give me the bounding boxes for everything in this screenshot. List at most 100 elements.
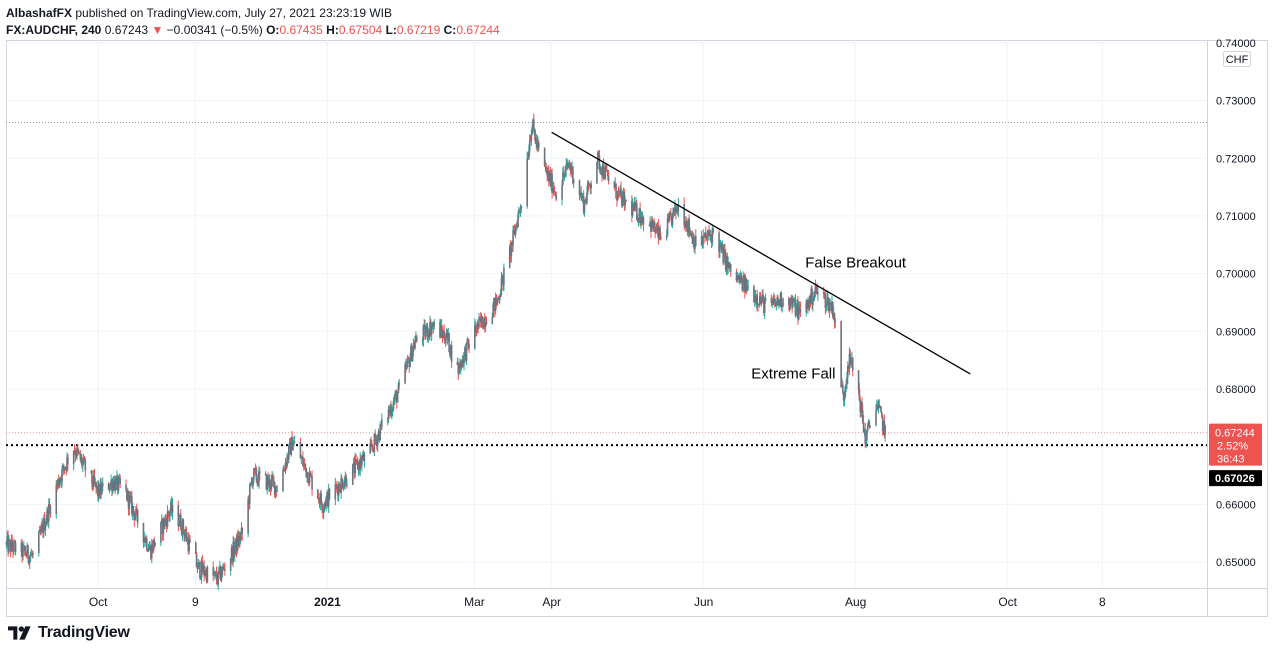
candle-down (772, 300, 774, 304)
candle-down (133, 511, 136, 521)
candle-down (189, 539, 191, 543)
candle-up (826, 298, 828, 306)
candle-down (116, 475, 119, 491)
candle-up (464, 347, 466, 353)
annotation-text[interactable]: False Breakout (805, 254, 907, 271)
candle-up (363, 453, 366, 462)
candle-up (463, 352, 465, 364)
candle-up (694, 235, 697, 246)
candle-down (13, 541, 16, 543)
candle-up (6, 536, 9, 543)
candle-down (670, 216, 673, 226)
candle-up (760, 301, 763, 304)
candle-up (707, 230, 710, 237)
candle-down (720, 243, 723, 250)
candle-up (624, 200, 626, 206)
candle-down (39, 530, 42, 533)
candle-up (685, 220, 687, 228)
candle-up (97, 484, 100, 496)
candle-down (615, 183, 617, 199)
candle-down (318, 500, 321, 504)
candle-up (306, 472, 308, 477)
candle-down (337, 488, 339, 496)
candle-down (31, 553, 33, 555)
tradingview-footer[interactable]: TradingView (8, 624, 130, 642)
candle-down (119, 478, 122, 485)
candle-up (389, 407, 391, 413)
candle-up (753, 295, 756, 303)
candle-up (727, 262, 729, 269)
candle-down (183, 531, 185, 537)
candle-up (170, 502, 172, 512)
candle-down (27, 545, 29, 559)
candle-down (774, 303, 777, 306)
candle-up (234, 548, 236, 556)
price-tick-label: 0.66000 (1216, 499, 1256, 511)
candle-down (336, 485, 338, 489)
candle-down (233, 541, 235, 556)
candle-down (338, 484, 341, 489)
candle-down (468, 343, 470, 349)
candle-down (792, 298, 795, 302)
candle-up (796, 303, 798, 313)
candle-down (310, 475, 313, 477)
candle-down (311, 476, 313, 490)
time-axis[interactable]: Oct 9 2021 Mar Apr Jun Aug Oct 8 (89, 595, 1106, 609)
candle-up (179, 514, 181, 525)
candle-down (291, 437, 293, 451)
candle-down (623, 191, 626, 206)
candle-up (535, 138, 538, 144)
candle-down (832, 302, 834, 317)
candle-up (458, 363, 460, 374)
candle-up (149, 545, 151, 548)
candle-up (461, 359, 464, 368)
candle-down (93, 475, 96, 483)
candle-down (460, 361, 463, 368)
price-axis[interactable]: 0.650000.660000.670000.680000.690000.700… (1209, 38, 1262, 569)
candle-up (449, 345, 452, 355)
candle-down (63, 469, 66, 471)
candle-down (370, 443, 372, 445)
candle-down (683, 204, 685, 226)
candle-down (533, 119, 535, 129)
candle-up (876, 405, 878, 411)
change-down-icon: ▼ (151, 23, 164, 37)
candle-up (111, 481, 114, 491)
candle-up (361, 458, 363, 466)
candle-down (597, 152, 600, 156)
candle-up (8, 539, 10, 552)
candle-down (248, 499, 250, 504)
candle-up (232, 541, 234, 562)
candle-up (219, 566, 221, 573)
time-tick-label: 9 (192, 595, 199, 609)
candle-down (125, 484, 127, 491)
downtrend-line[interactable] (551, 131, 971, 375)
candle-up (561, 184, 563, 200)
candle-down (218, 571, 220, 573)
candle-up (719, 243, 721, 253)
candle-down (341, 478, 343, 481)
candle-down (880, 406, 882, 413)
close-value: 0.67244 (456, 23, 500, 37)
candle-up (702, 236, 705, 243)
symbol-label[interactable]: FX:AUDCHF, 240 (6, 23, 102, 37)
annotation-text[interactable]: Extreme Fall (751, 366, 835, 383)
candle-down (739, 276, 741, 283)
candle-down (324, 503, 327, 507)
candle-down (62, 465, 65, 470)
candle-down (327, 492, 329, 507)
candle-up (583, 200, 586, 213)
candle-down (131, 496, 133, 515)
candle-down (777, 297, 779, 305)
candle-up (494, 297, 497, 311)
candle-up (510, 242, 513, 256)
candle-up (631, 204, 634, 216)
drawings[interactable]: False Breakout Extreme Fall (551, 131, 971, 383)
candle-down (9, 540, 12, 552)
candle-up (247, 499, 249, 534)
candle-down (258, 471, 261, 474)
author-name[interactable]: AlbashafFX (6, 6, 73, 20)
candle-up (414, 341, 416, 349)
candle-down (91, 483, 94, 487)
